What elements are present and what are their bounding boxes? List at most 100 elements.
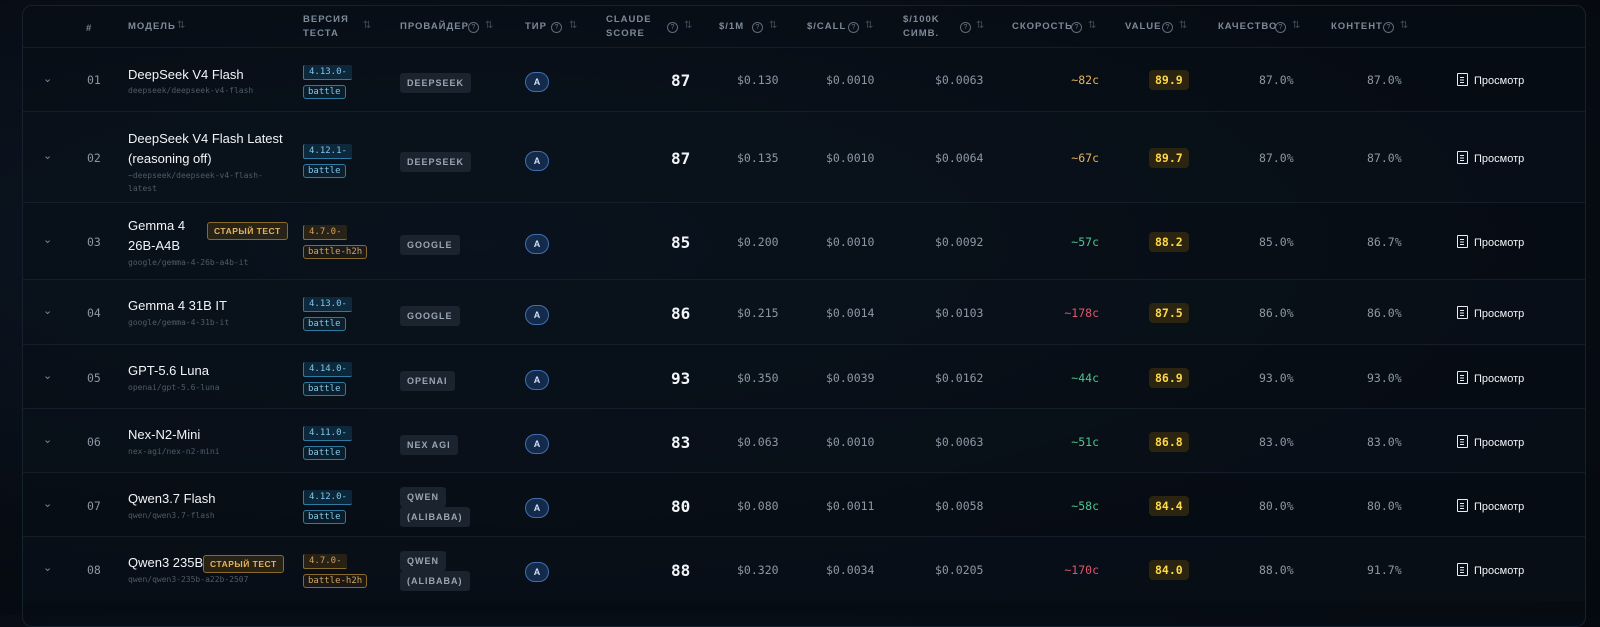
tier-badge: A xyxy=(525,72,549,92)
speed-value: ~67с xyxy=(1071,151,1099,165)
value-score: 87.5 xyxy=(1149,303,1189,323)
col-model-header[interactable]: МОДЕЛЬ xyxy=(128,21,176,32)
view-button[interactable]: Просмотр xyxy=(1457,563,1524,577)
help-icon[interactable]: ? xyxy=(551,22,562,33)
col-value-header[interactable]: VALUE xyxy=(1125,21,1162,32)
expand-chevron-icon[interactable]: ⌄ xyxy=(43,150,53,162)
col-provider-header[interactable]: ПРОВАЙДЕР xyxy=(400,21,469,32)
table-row[interactable]: ⌄ 01 DeepSeek V4 Flash deepseek/deepseek… xyxy=(23,47,1585,112)
tier-badge: A xyxy=(525,151,549,171)
model-name[interactable]: Qwen3 235B xyxy=(128,555,204,570)
sort-icon[interactable]: ⇅ xyxy=(177,20,186,31)
table-row[interactable]: ⌄ 04 Gemma 4 31B IT google/gemma-4-31b-i… xyxy=(23,279,1585,345)
cost-per-100k: $0.0063 xyxy=(935,435,984,449)
cost-per-call: $0.0010 xyxy=(826,151,875,165)
table-row[interactable]: ⌄ 05 GPT-5.6 Luna openai/gpt-5.6-luna 4.… xyxy=(23,344,1585,409)
row-index: 05 xyxy=(87,371,101,385)
sort-icon[interactable]: ⇅ xyxy=(769,20,778,31)
document-icon xyxy=(1457,371,1468,384)
cost-per-1m: $0.320 xyxy=(737,563,779,577)
expand-chevron-icon[interactable]: ⌄ xyxy=(43,562,53,574)
table-row[interactable]: ⌄ 03 Gemma 4 26B-A4B СТАРЫЙ ТЕСТ google/… xyxy=(23,202,1585,280)
view-button[interactable]: Просмотр xyxy=(1457,306,1524,320)
view-button[interactable]: Просмотр xyxy=(1457,499,1524,513)
expand-chevron-icon[interactable]: ⌄ xyxy=(43,434,53,446)
view-button[interactable]: Просмотр xyxy=(1457,371,1524,385)
col-tier-header[interactable]: ТИР xyxy=(525,21,547,32)
expand-chevron-icon[interactable]: ⌄ xyxy=(43,498,53,510)
row-index: 07 xyxy=(87,499,101,513)
test-version: 4.13.0- xyxy=(303,65,352,80)
sort-icon[interactable]: ⇅ xyxy=(363,20,372,31)
sort-icon[interactable]: ⇅ xyxy=(1088,20,1097,31)
view-button[interactable]: Просмотр xyxy=(1457,73,1524,87)
table-row[interactable]: ⌄ 02 DeepSeek V4 Flash Latest (reasoning… xyxy=(23,111,1585,203)
col-claude-header-line2: SCORE xyxy=(606,28,645,39)
help-icon[interactable]: ? xyxy=(468,22,479,33)
table-row[interactable]: ⌄ 06 Nex-N2-Mini nex-agi/nex-n2-mini 4.1… xyxy=(23,408,1585,473)
help-icon[interactable]: ? xyxy=(1162,22,1173,33)
sort-icon[interactable]: ⇅ xyxy=(976,20,985,31)
sort-icon[interactable]: ⇅ xyxy=(1400,20,1409,31)
test-version: 4.13.0- xyxy=(303,297,352,312)
test-version: 4.7.0- xyxy=(303,554,347,569)
sort-icon[interactable]: ⇅ xyxy=(485,20,494,31)
col-quality-header[interactable]: КАЧЕСТВО xyxy=(1218,21,1278,32)
quality-percent: 85.0% xyxy=(1259,235,1294,249)
old-test-badge: СТАРЫЙ ТЕСТ xyxy=(207,222,288,240)
col-per100k-header[interactable]: $/100K СИМВ. xyxy=(903,13,940,41)
help-icon[interactable]: ? xyxy=(752,22,763,33)
tier-badge: A xyxy=(525,370,549,390)
sort-icon[interactable]: ⇅ xyxy=(865,20,874,31)
cost-per-100k: $0.0103 xyxy=(935,306,984,320)
cost-per-call: $0.0010 xyxy=(826,73,875,87)
claude-score: 83 xyxy=(671,433,691,452)
expand-chevron-icon[interactable]: ⌄ xyxy=(43,305,53,317)
table-row[interactable]: ⌄ 07 Qwen3.7 Flash qwen/qwen3.7-flash 4.… xyxy=(23,472,1585,537)
cost-per-100k: $0.0092 xyxy=(935,235,984,249)
table-row[interactable]: ⌄ 08 Qwen3 235B СТАРЫЙ ТЕСТ qwen/qwen3-2… xyxy=(23,536,1585,601)
col-percall-header[interactable]: $/CALL xyxy=(807,21,847,32)
help-icon[interactable]: ? xyxy=(960,22,971,33)
view-button[interactable]: Просмотр xyxy=(1457,235,1524,249)
col-content-header[interactable]: КОНТЕНТ xyxy=(1331,21,1383,32)
sort-icon[interactable]: ⇅ xyxy=(1292,20,1301,31)
model-name[interactable]: GPT-5.6 Luna xyxy=(128,363,209,378)
sort-icon[interactable]: ⇅ xyxy=(684,20,693,31)
model-name[interactable]: DeepSeek V4 Flash xyxy=(128,67,244,82)
col-version-header[interactable]: ВЕРСИЯ ТЕСТА xyxy=(303,13,349,41)
help-icon[interactable]: ? xyxy=(848,22,859,33)
value-score: 89.7 xyxy=(1149,148,1189,168)
model-name[interactable]: Nex-N2-Mini xyxy=(128,427,201,442)
model-path: ~deepseek/deepseek-v4-flash- xyxy=(128,171,263,180)
expand-chevron-icon[interactable]: ⌄ xyxy=(43,234,53,246)
speed-value: ~170с xyxy=(1064,563,1099,577)
view-button[interactable]: Просмотр xyxy=(1457,151,1524,165)
value-score: 88.2 xyxy=(1149,232,1189,252)
model-name[interactable]: Gemma 4 31B IT xyxy=(128,298,227,313)
cost-per-call: $0.0010 xyxy=(826,435,875,449)
row-index: 03 xyxy=(87,235,101,249)
model-name[interactable]: DeepSeek V4 Flash Latest xyxy=(128,131,283,146)
help-icon[interactable]: ? xyxy=(1071,22,1082,33)
sort-icon[interactable]: ⇅ xyxy=(1179,20,1188,31)
help-icon[interactable]: ? xyxy=(1383,22,1394,33)
claude-score: 80 xyxy=(671,497,691,516)
sort-icon[interactable]: ⇅ xyxy=(569,20,578,31)
col-claude-score-header[interactable]: CLAUDE SCORE xyxy=(606,13,652,41)
expand-chevron-icon[interactable]: ⌄ xyxy=(43,370,53,382)
view-button[interactable]: Просмотр xyxy=(1457,435,1524,449)
col-speed-header[interactable]: СКОРОСТЬ xyxy=(1012,21,1073,32)
help-icon[interactable]: ? xyxy=(1275,22,1286,33)
view-button-label: Просмотр xyxy=(1474,501,1525,513)
model-name[interactable]: Qwen3.7 Flash xyxy=(128,491,216,506)
speed-value: ~44с xyxy=(1071,371,1099,385)
col-per1m-header[interactable]: $/1M xyxy=(719,21,745,32)
model-name[interactable]: Gemma 4 xyxy=(128,218,186,233)
test-type-tag: battle xyxy=(303,317,346,331)
expand-chevron-icon[interactable]: ⌄ xyxy=(43,73,53,85)
model-path: qwen/qwen3.7-flash xyxy=(128,511,215,520)
row-index: 02 xyxy=(87,151,101,165)
help-icon[interactable]: ? xyxy=(667,22,678,33)
old-test-badge: СТАРЫЙ ТЕСТ xyxy=(203,555,284,573)
